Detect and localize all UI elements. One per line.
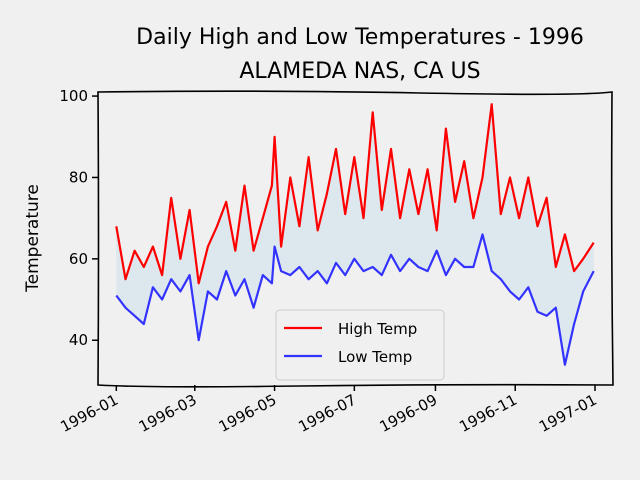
legend-high-label: High Temp xyxy=(338,320,417,338)
x-tick-label: 1996-11 xyxy=(456,391,520,436)
y-tick-label: 60 xyxy=(69,250,88,268)
high-temp-line xyxy=(115,103,595,285)
low-temp-line xyxy=(115,233,595,366)
y-tick-label: 100 xyxy=(59,87,88,105)
legend: High Temp Low Temp xyxy=(275,309,445,381)
y-tick-label: 40 xyxy=(69,331,88,349)
x-tick-label: 1996-09 xyxy=(377,391,441,436)
y-axis-label: Temperature xyxy=(23,184,43,293)
x-tick-label: 1996-07 xyxy=(295,391,359,436)
fill-between-area xyxy=(116,104,594,365)
x-tick-label: 1996-01 xyxy=(57,391,121,436)
x-tick-label: 1996-05 xyxy=(216,391,280,436)
chart-title: Daily High and Low Temperatures - 1996 xyxy=(136,25,584,50)
y-tick-label: 80 xyxy=(69,168,88,186)
x-tick-label: 1996-03 xyxy=(136,391,200,436)
chart-subtitle: ALAMEDA NAS, CA US xyxy=(239,59,480,84)
temperature-range-fill xyxy=(116,104,594,365)
series-layer xyxy=(115,103,595,366)
x-tick-label: 1997-01 xyxy=(536,391,600,436)
legend-low-label: Low Temp xyxy=(338,348,412,366)
